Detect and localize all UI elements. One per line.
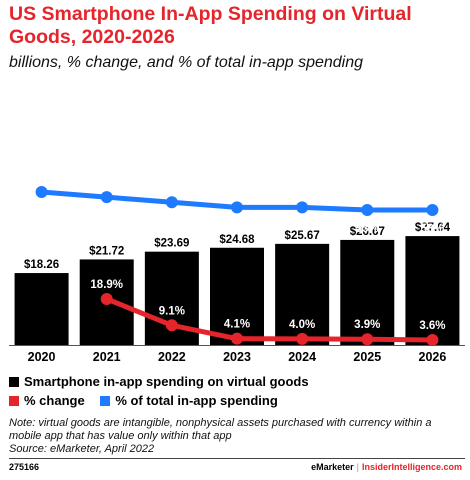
brand-insider-intelligence: InsiderIntelligence.com [361, 462, 462, 472]
change-label-2025: 3.9% [354, 319, 380, 331]
chart-id: 275166 [9, 462, 40, 472]
bar-2025 [340, 239, 395, 345]
bar-label-2023: $24.68 [219, 234, 255, 246]
footer-divider [9, 458, 465, 459]
bar-2020 [14, 273, 69, 345]
brand-separator: | [356, 462, 359, 472]
legend-item-change: % change [9, 393, 85, 409]
change-point-2023 [231, 332, 243, 345]
legend-swatch-share [100, 396, 111, 406]
bar-label-2024: $25.67 [285, 230, 320, 242]
bar-2024 [275, 243, 330, 345]
chart-plot: $18.26 $21.72 $23.69 $24.68 $25.67 $26.67 $27.… [9, 186, 465, 364]
legend-label-change: % change [24, 393, 85, 408]
change-point-2022 [165, 319, 178, 332]
share-label-2022: 56% [160, 215, 183, 227]
x-tick-2023: 2023 [223, 350, 251, 364]
share-label-2020: 60% [30, 205, 53, 217]
bar-2026 [405, 236, 460, 345]
change-point-2025 [361, 333, 374, 346]
x-tick-2022: 2022 [158, 350, 186, 364]
chart-note: Note: virtual goods are intangible, nonp… [9, 417, 464, 456]
share-label-2021: 58% [95, 210, 118, 222]
change-label-2026: 3.6% [419, 320, 445, 332]
x-tick-2026: 2026 [419, 350, 447, 364]
legend-swatch-change [9, 396, 19, 406]
change-point-2026 [426, 334, 439, 346]
share-point-2024 [296, 201, 309, 214]
x-tick-2025: 2025 [353, 350, 381, 364]
change-point-2021 [100, 293, 113, 305]
share-label-2024: 54% [291, 220, 314, 232]
brand-footer: eMarketer | InsiderIntelligence.com [311, 462, 462, 472]
bar-label-2021: $21.72 [89, 245, 124, 257]
legend-row-2: % change % of total in-app spending [9, 393, 290, 409]
bar-2023 [210, 247, 264, 345]
chart-title: US Smartphone In-App Spending on Virtual… [9, 3, 412, 48]
x-tick-2021: 2021 [93, 350, 121, 364]
legend-item-spending: Smartphone in-app spending on virtual go… [9, 374, 309, 390]
change-label-2022: 9.1% [159, 305, 185, 317]
change-label-2023: 4.1% [224, 319, 250, 331]
change-label-2021: 18.9% [90, 279, 123, 291]
brand-emarketer: eMarketer [311, 462, 354, 472]
share-point-2020 [35, 186, 48, 198]
share-label-2026: 53% [421, 223, 444, 235]
note-source: Source: eMarketer, April 2022 [9, 443, 155, 455]
legend-swatch-spending [9, 377, 19, 387]
bar-label-2026: $27.64 [415, 222, 451, 234]
share-point-2026 [426, 204, 439, 216]
bar-label-2020: $18.26 [24, 259, 59, 271]
change-label-2024: 4.0% [289, 319, 315, 331]
legend-row-1: Smartphone in-app spending on virtual go… [9, 374, 321, 390]
share-point-2025 [361, 204, 374, 216]
share-point-2023 [231, 201, 243, 214]
change-point-2024 [296, 332, 309, 345]
x-tick-2024: 2024 [288, 350, 316, 364]
legend-label-spending: Smartphone in-app spending on virtual go… [24, 374, 309, 389]
legend-item-share: % of total in-app spending [100, 393, 278, 409]
change-line [105, 296, 433, 343]
bar-label-2022: $23.69 [154, 238, 189, 250]
share-label-2023: 54% [225, 220, 248, 232]
share-label-2025: 53% [356, 223, 379, 235]
x-tick-2020: 2020 [28, 350, 56, 364]
share-point-2022 [165, 196, 178, 209]
note-text: Note: virtual goods are intangible, nonp… [9, 417, 432, 442]
share-point-2021 [100, 191, 113, 204]
chart-subtitle: billions, % change, and % of total in-ap… [9, 54, 364, 71]
bar-label-2025: $26.67 [350, 226, 385, 238]
legend-label-share: % of total in-app spending [115, 393, 278, 408]
